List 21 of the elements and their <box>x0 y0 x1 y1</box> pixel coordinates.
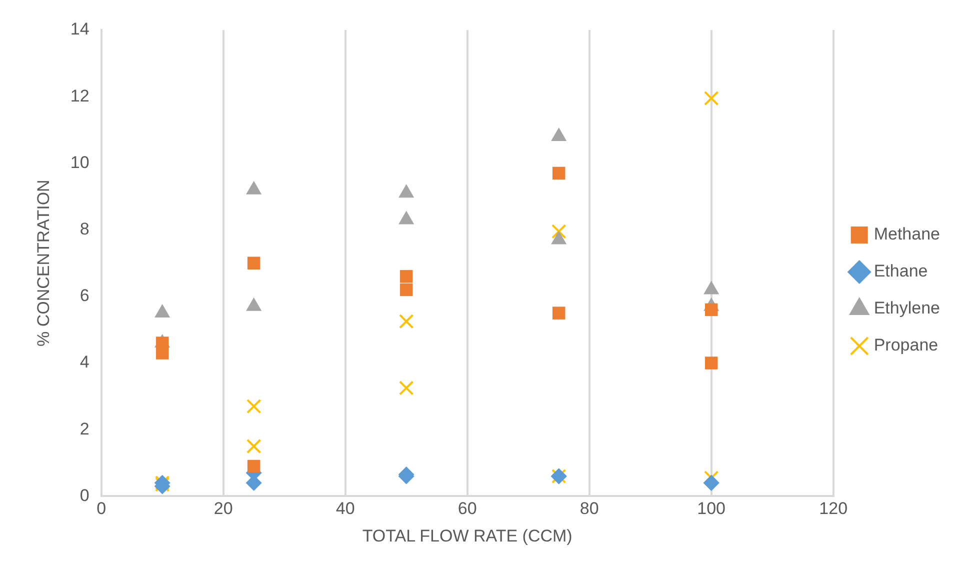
y-tick-label: 14 <box>70 20 90 39</box>
x-tick-label: 20 <box>214 499 233 518</box>
y-tick-label: 0 <box>80 486 90 505</box>
x-axis-title: TOTAL FLOW RATE (CCM) <box>362 526 572 546</box>
x-tick-label: 60 <box>458 499 477 518</box>
x-tick-label: 80 <box>580 499 599 518</box>
legend-label: Methane <box>874 224 940 244</box>
x-tick-label: 40 <box>336 499 355 518</box>
y-tick-label: 12 <box>70 86 90 106</box>
y-tick-label: 4 <box>80 352 90 372</box>
y-tick-label: 8 <box>80 219 90 238</box>
x-tick-label: 100 <box>697 499 726 518</box>
y-tick-label: 6 <box>80 286 90 306</box>
legend-label: Ethylene <box>874 298 940 318</box>
x-tick-label: 120 <box>819 499 848 518</box>
y-axis-title: % CONCENTRATION <box>34 180 53 347</box>
x-tick-label: 0 <box>96 499 106 518</box>
legend-label: Propane <box>874 336 938 355</box>
legend-label: Ethane <box>874 262 928 281</box>
y-tick-label: 2 <box>80 419 90 438</box>
y-tick-label: 10 <box>70 152 90 172</box>
